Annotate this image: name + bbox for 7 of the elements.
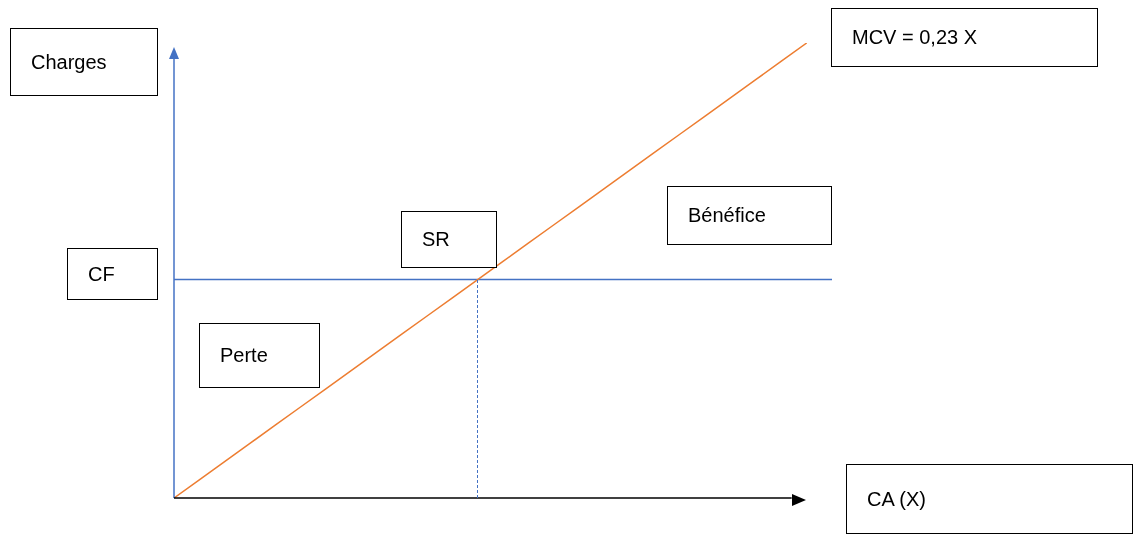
text-box: CA (X): [846, 464, 1133, 534]
text-box: Bénéfice: [667, 186, 832, 245]
text-box: MCV = 0,23 X: [831, 8, 1098, 67]
text-box: Charges: [10, 28, 158, 96]
text-box: CF: [67, 248, 158, 300]
text-box: SR: [401, 211, 497, 268]
text-box: Perte: [199, 323, 320, 388]
